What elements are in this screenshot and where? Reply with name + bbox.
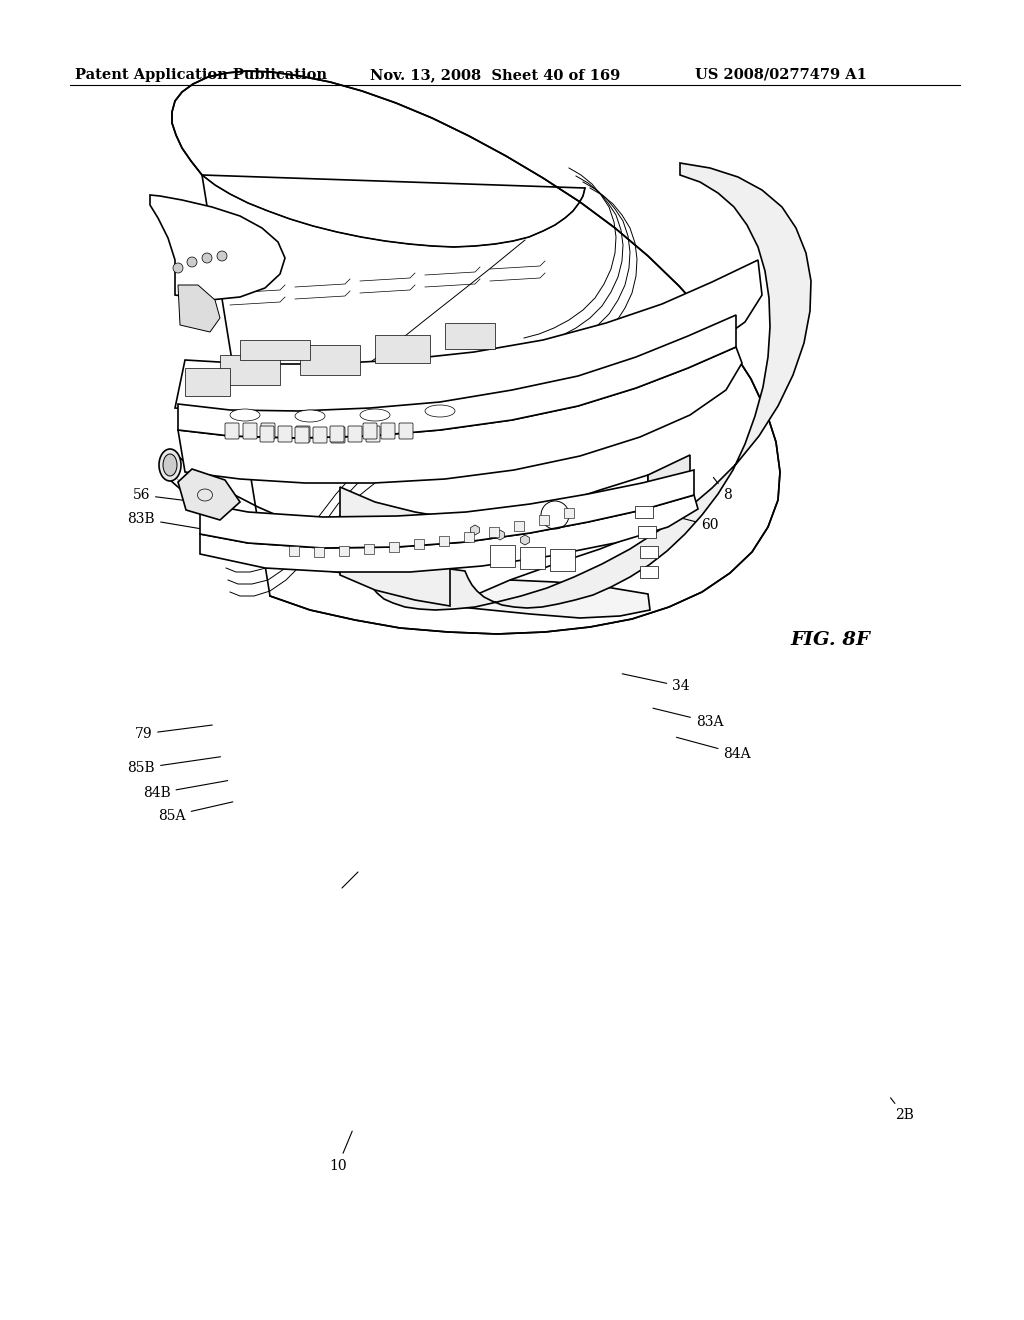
FancyBboxPatch shape — [225, 422, 239, 440]
Polygon shape — [370, 162, 811, 610]
Bar — [414, 539, 424, 549]
Bar — [339, 546, 349, 556]
Bar — [564, 508, 574, 517]
Bar — [635, 506, 653, 517]
Bar — [240, 341, 310, 360]
Bar — [314, 546, 324, 557]
Polygon shape — [178, 347, 742, 483]
Bar — [289, 546, 299, 556]
Bar — [514, 521, 524, 531]
FancyBboxPatch shape — [313, 426, 327, 444]
Polygon shape — [178, 469, 240, 520]
Text: 8: 8 — [714, 478, 731, 502]
Bar — [638, 525, 656, 539]
FancyBboxPatch shape — [362, 422, 377, 440]
Text: Nov. 13, 2008  Sheet 40 of 169: Nov. 13, 2008 Sheet 40 of 169 — [370, 69, 621, 82]
Polygon shape — [450, 572, 650, 618]
FancyBboxPatch shape — [381, 422, 395, 440]
FancyBboxPatch shape — [278, 426, 292, 442]
Bar — [185, 368, 230, 396]
Text: 60: 60 — [646, 510, 719, 532]
Ellipse shape — [159, 449, 181, 480]
Text: 84B: 84B — [142, 780, 227, 800]
Polygon shape — [648, 455, 690, 531]
Bar — [439, 536, 449, 546]
FancyBboxPatch shape — [331, 426, 345, 444]
Text: Patent Application Publication: Patent Application Publication — [75, 69, 327, 82]
FancyBboxPatch shape — [295, 426, 309, 444]
Bar — [539, 515, 549, 525]
Polygon shape — [340, 487, 450, 606]
Text: 10: 10 — [329, 1131, 352, 1172]
Ellipse shape — [425, 405, 455, 417]
Circle shape — [173, 263, 183, 273]
FancyBboxPatch shape — [348, 426, 362, 442]
Text: US 2008/0277479 A1: US 2008/0277479 A1 — [695, 69, 867, 82]
Bar — [464, 532, 474, 543]
Text: 34: 34 — [623, 673, 690, 693]
Bar — [445, 323, 495, 348]
Text: 56: 56 — [132, 488, 212, 504]
Circle shape — [217, 251, 227, 261]
Polygon shape — [150, 195, 285, 300]
Text: FIG. 8F: FIG. 8F — [790, 631, 869, 649]
Circle shape — [187, 257, 197, 267]
Bar — [389, 543, 399, 552]
Ellipse shape — [360, 409, 390, 421]
Circle shape — [202, 253, 212, 263]
Text: 84A: 84A — [677, 738, 751, 760]
Bar — [490, 545, 515, 568]
Polygon shape — [172, 71, 780, 634]
Polygon shape — [175, 260, 762, 416]
FancyBboxPatch shape — [399, 422, 413, 440]
Bar — [375, 335, 430, 363]
Ellipse shape — [230, 409, 260, 421]
Bar — [520, 546, 545, 569]
Text: 83A: 83A — [653, 708, 723, 729]
FancyBboxPatch shape — [261, 422, 275, 440]
FancyBboxPatch shape — [330, 426, 344, 442]
Bar — [220, 355, 280, 385]
Bar — [640, 566, 658, 578]
FancyBboxPatch shape — [243, 422, 257, 440]
Bar — [364, 544, 374, 554]
Ellipse shape — [163, 454, 177, 477]
FancyBboxPatch shape — [260, 426, 274, 442]
Bar — [489, 527, 499, 537]
Bar — [640, 546, 658, 558]
Polygon shape — [200, 495, 698, 572]
Polygon shape — [178, 285, 220, 333]
Text: 83B: 83B — [128, 512, 209, 531]
Text: 2B: 2B — [891, 1098, 913, 1122]
Ellipse shape — [295, 411, 325, 422]
Text: 85B: 85B — [128, 756, 220, 775]
Bar — [300, 345, 360, 375]
Polygon shape — [200, 470, 694, 548]
Text: 79: 79 — [134, 725, 212, 741]
Bar — [550, 549, 575, 572]
Polygon shape — [178, 315, 736, 438]
Text: 85A: 85A — [159, 801, 232, 822]
Polygon shape — [450, 475, 648, 606]
FancyBboxPatch shape — [366, 426, 380, 442]
FancyBboxPatch shape — [296, 426, 310, 442]
